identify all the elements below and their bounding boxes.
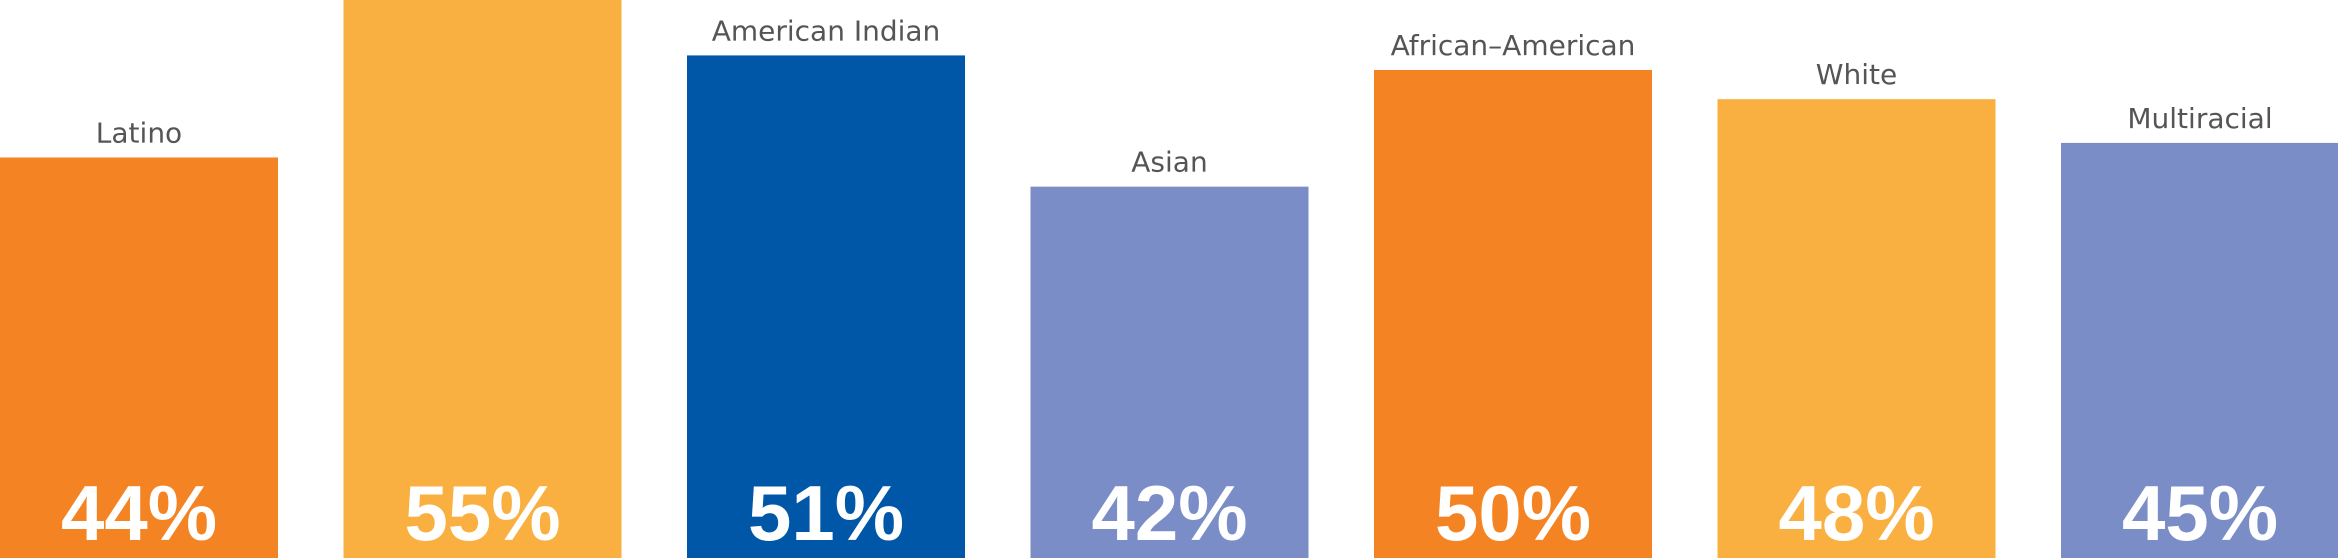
bar-asian [1030,186,1309,558]
bar-pacific-islander [343,0,622,558]
bar-multiracial [2061,142,2338,558]
bar-african-american [1374,70,1652,558]
value-label: 48% [1778,469,1934,557]
value-label: 44% [61,469,217,557]
category-label: White [1816,58,1897,91]
value-label: 45% [2122,469,2278,557]
category-label: Asian [1131,146,1207,179]
value-label: 42% [1091,469,1247,557]
category-label: African–American [1391,29,1636,62]
value-label: 55% [404,469,560,557]
bar-american-indian [687,55,965,558]
category-label: Latino [96,116,182,149]
bar-latino [0,157,278,558]
bar-white [1717,99,1996,558]
value-label: 51% [748,469,904,557]
category-label: Multiracial [2127,102,2272,135]
value-label: 50% [1435,469,1591,557]
category-label: American Indian [712,14,941,47]
